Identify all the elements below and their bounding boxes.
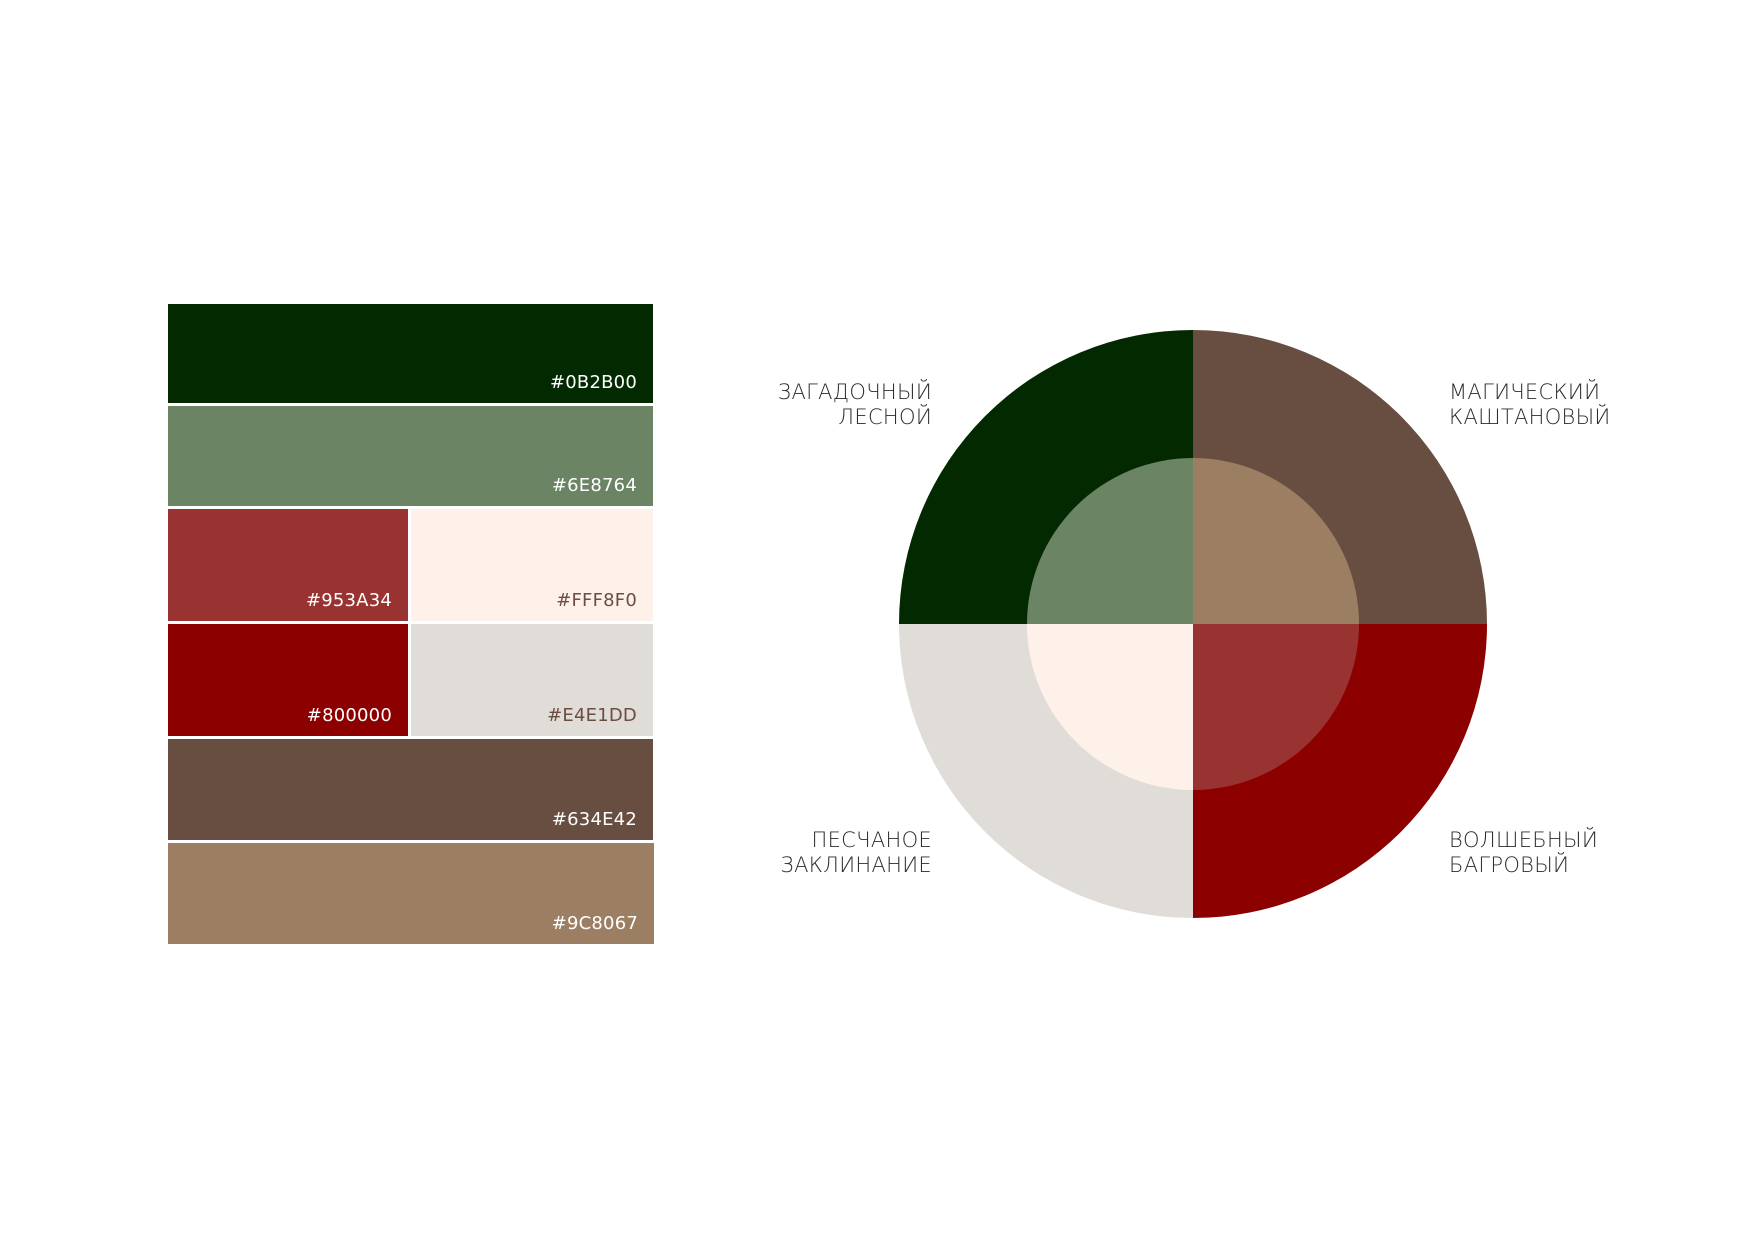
swatch-hex-label: #9C8067 (551, 913, 638, 934)
swatch-cream: #FFF8F0 (411, 509, 653, 621)
swatch-tan: #9C8067 (168, 843, 654, 944)
swatch-sage: #6E8764 (168, 406, 653, 506)
swatch-hex-label: #0B2B00 (550, 372, 637, 393)
label-bottom-right: ВОЛШЕБНЫЙ БАГРОВЫЙ (1449, 828, 1599, 877)
label-top-right: МАГИЧЕСКИЙ КАШТАНОВЫЙ (1449, 380, 1611, 429)
wheel-inner-quadrant-top-right (1193, 458, 1359, 624)
swatch-hex-label: #953A34 (305, 590, 392, 611)
wheel-inner-quadrant-bottom-left (1027, 624, 1193, 790)
wheel-inner-quadrant-bottom-right (1193, 624, 1359, 790)
swatch-hex-label: #634E42 (551, 809, 637, 830)
label-bottom-left: ПЕСЧАНОЕ ЗАКЛИНАНИЕ (780, 828, 932, 877)
swatch-chestnut: #634E42 (168, 739, 653, 840)
swatch-maroon: #800000 (168, 624, 408, 736)
swatch-hex-label: #FFF8F0 (556, 590, 637, 611)
label-top-left: ЗАГАДОЧНЫЙ ЛЕСНОЙ (777, 380, 932, 429)
swatch-brick: #953A34 (168, 509, 408, 621)
swatch-hex-label: #E4E1DD (547, 705, 637, 726)
swatch-forest: #0B2B00 (168, 304, 653, 403)
swatch-hex-label: #800000 (306, 705, 392, 726)
wheel-inner-quadrant-top-left (1027, 458, 1193, 624)
swatch-hex-label: #6E8764 (551, 475, 637, 496)
swatch-sand: #E4E1DD (411, 624, 653, 736)
